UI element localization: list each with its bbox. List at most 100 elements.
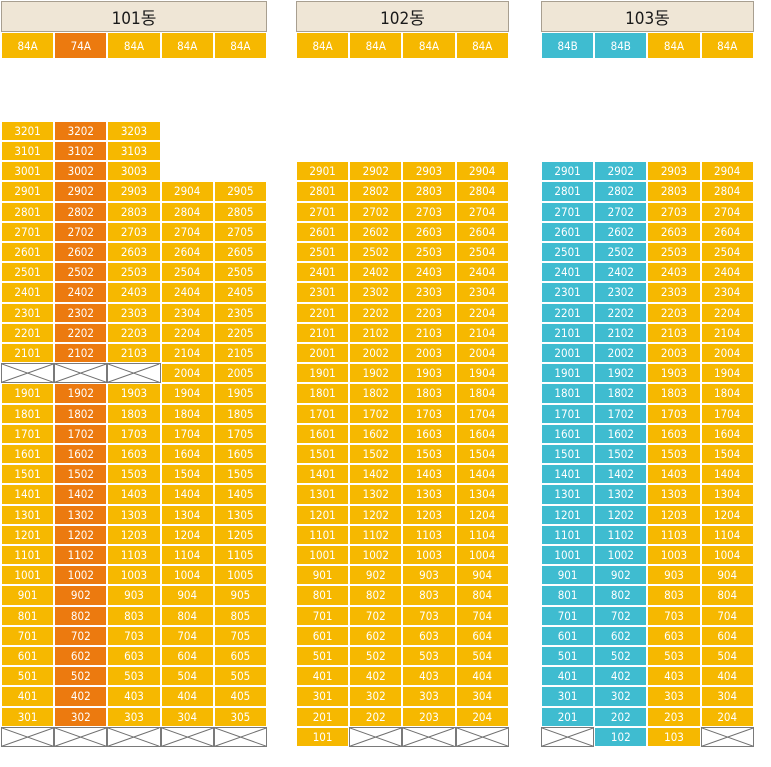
empty-unit-cell	[54, 726, 108, 747]
unit-cell: 1203	[107, 524, 161, 545]
unit-cell: 2303	[402, 282, 456, 303]
unit-cell: 2601	[541, 221, 595, 242]
unit-cell: 2402	[349, 262, 403, 283]
unit-cell: 803	[402, 585, 456, 606]
unit-cell: 401	[1, 686, 55, 707]
unit-cell: 2305	[213, 302, 267, 323]
unit-cell: 604	[455, 625, 509, 646]
unit-cell: 1702	[594, 403, 648, 424]
unit-cell: 2804	[455, 181, 509, 202]
unit-cell: 704	[160, 625, 214, 646]
unit-cell: 2003	[402, 343, 456, 364]
unit-cell: 1102	[349, 524, 403, 545]
unit-cell: 1904	[700, 363, 754, 384]
unit-cell: 2203	[647, 302, 701, 323]
unit-cell: 2802	[349, 181, 403, 202]
unit-cell: 603	[647, 625, 701, 646]
unit-cell: 601	[296, 625, 350, 646]
unit-cell: 505	[213, 666, 267, 687]
unit-cell: 2004	[160, 363, 214, 384]
unit-cell: 502	[594, 646, 648, 667]
unit-type-label: 84B	[541, 32, 595, 59]
unit-cell: 1801	[1, 403, 55, 424]
empty-unit-cell	[700, 726, 754, 747]
unit-cell: 1104	[700, 524, 754, 545]
unit-cell: 604	[700, 625, 754, 646]
unit-cell: 1802	[349, 383, 403, 404]
unit-cell: 1002	[54, 565, 108, 586]
unit-cell: 2701	[1, 221, 55, 242]
unit-cell: 2103	[647, 322, 701, 343]
unit-cell: 2701	[541, 201, 595, 222]
unit-cell: 2003	[647, 343, 701, 364]
unit-cell: 1202	[594, 504, 648, 525]
unit-cell: 2302	[594, 282, 648, 303]
unit-cell: 1103	[647, 524, 701, 545]
unit-cell: 904	[160, 585, 214, 606]
unit-cell: 2801	[1, 201, 55, 222]
unit-cell: 2401	[541, 262, 595, 283]
unit-cell: 2202	[349, 302, 403, 323]
unit-type-label: 84A	[296, 32, 350, 59]
unit-cell: 2804	[700, 181, 754, 202]
unit-cell: 3001	[1, 161, 55, 182]
unit-cell: 1001	[1, 565, 55, 586]
unit-cell: 903	[402, 565, 456, 586]
unit-cell: 2002	[349, 343, 403, 364]
unit-cell: 2704	[700, 201, 754, 222]
unit-cell: 2005	[213, 363, 267, 384]
unit-cell: 1601	[1, 444, 55, 465]
unit-cell: 1505	[213, 464, 267, 485]
unit-cell: 2402	[594, 262, 648, 283]
unit-cell: 1802	[594, 383, 648, 404]
unit-cell: 2901	[541, 161, 595, 182]
unit-cell: 2101	[296, 322, 350, 343]
unit-cell: 1105	[213, 545, 267, 566]
unit-cell: 1905	[213, 383, 267, 404]
unit-cell: 2905	[213, 181, 267, 202]
unit-cell: 504	[455, 646, 509, 667]
unit-cell: 304	[700, 686, 754, 707]
building-header: 102동	[296, 1, 509, 32]
unit-cell: 1704	[160, 423, 214, 444]
unit-cell: 3102	[54, 141, 108, 162]
unit-cell: 2103	[402, 322, 456, 343]
cross-mark-icon	[542, 728, 593, 746]
unit-cell: 2503	[402, 242, 456, 263]
unit-cell: 1705	[213, 423, 267, 444]
unit-cell: 1803	[107, 403, 161, 424]
unit-cell: 403	[402, 666, 456, 687]
unit-cell: 905	[213, 585, 267, 606]
cross-mark-icon	[2, 728, 53, 746]
unit-cell: 1303	[107, 504, 161, 525]
unit-cell: 1304	[455, 484, 509, 505]
unit-cell: 2202	[594, 302, 648, 323]
unit-cell: 202	[349, 706, 403, 727]
unit-cell: 2702	[349, 201, 403, 222]
cross-mark-icon	[108, 728, 159, 746]
unit-cell: 2803	[647, 181, 701, 202]
unit-cell: 604	[160, 646, 214, 667]
empty-unit-cell	[541, 726, 595, 747]
unit-cell: 1004	[700, 545, 754, 566]
unit-cell: 803	[107, 605, 161, 626]
unit-cell: 2502	[594, 242, 648, 263]
unit-cell: 1301	[1, 504, 55, 525]
empty-unit-cell	[107, 726, 161, 747]
unit-cell: 1401	[296, 464, 350, 485]
unit-cell: 2502	[54, 262, 108, 283]
unit-cell: 1604	[455, 423, 509, 444]
unit-cell: 2102	[54, 343, 108, 364]
unit-cell: 2904	[700, 161, 754, 182]
unit-type-label: 84A	[455, 32, 509, 59]
unit-cell: 2002	[594, 343, 648, 364]
unit-cell: 501	[1, 666, 55, 687]
unit-cell: 2601	[296, 221, 350, 242]
unit-cell: 1603	[107, 444, 161, 465]
unit-cell: 2903	[402, 161, 456, 182]
unit-cell: 2304	[160, 302, 214, 323]
unit-cell: 1405	[213, 484, 267, 505]
unit-cell: 1201	[541, 504, 595, 525]
unit-cell: 2401	[1, 282, 55, 303]
